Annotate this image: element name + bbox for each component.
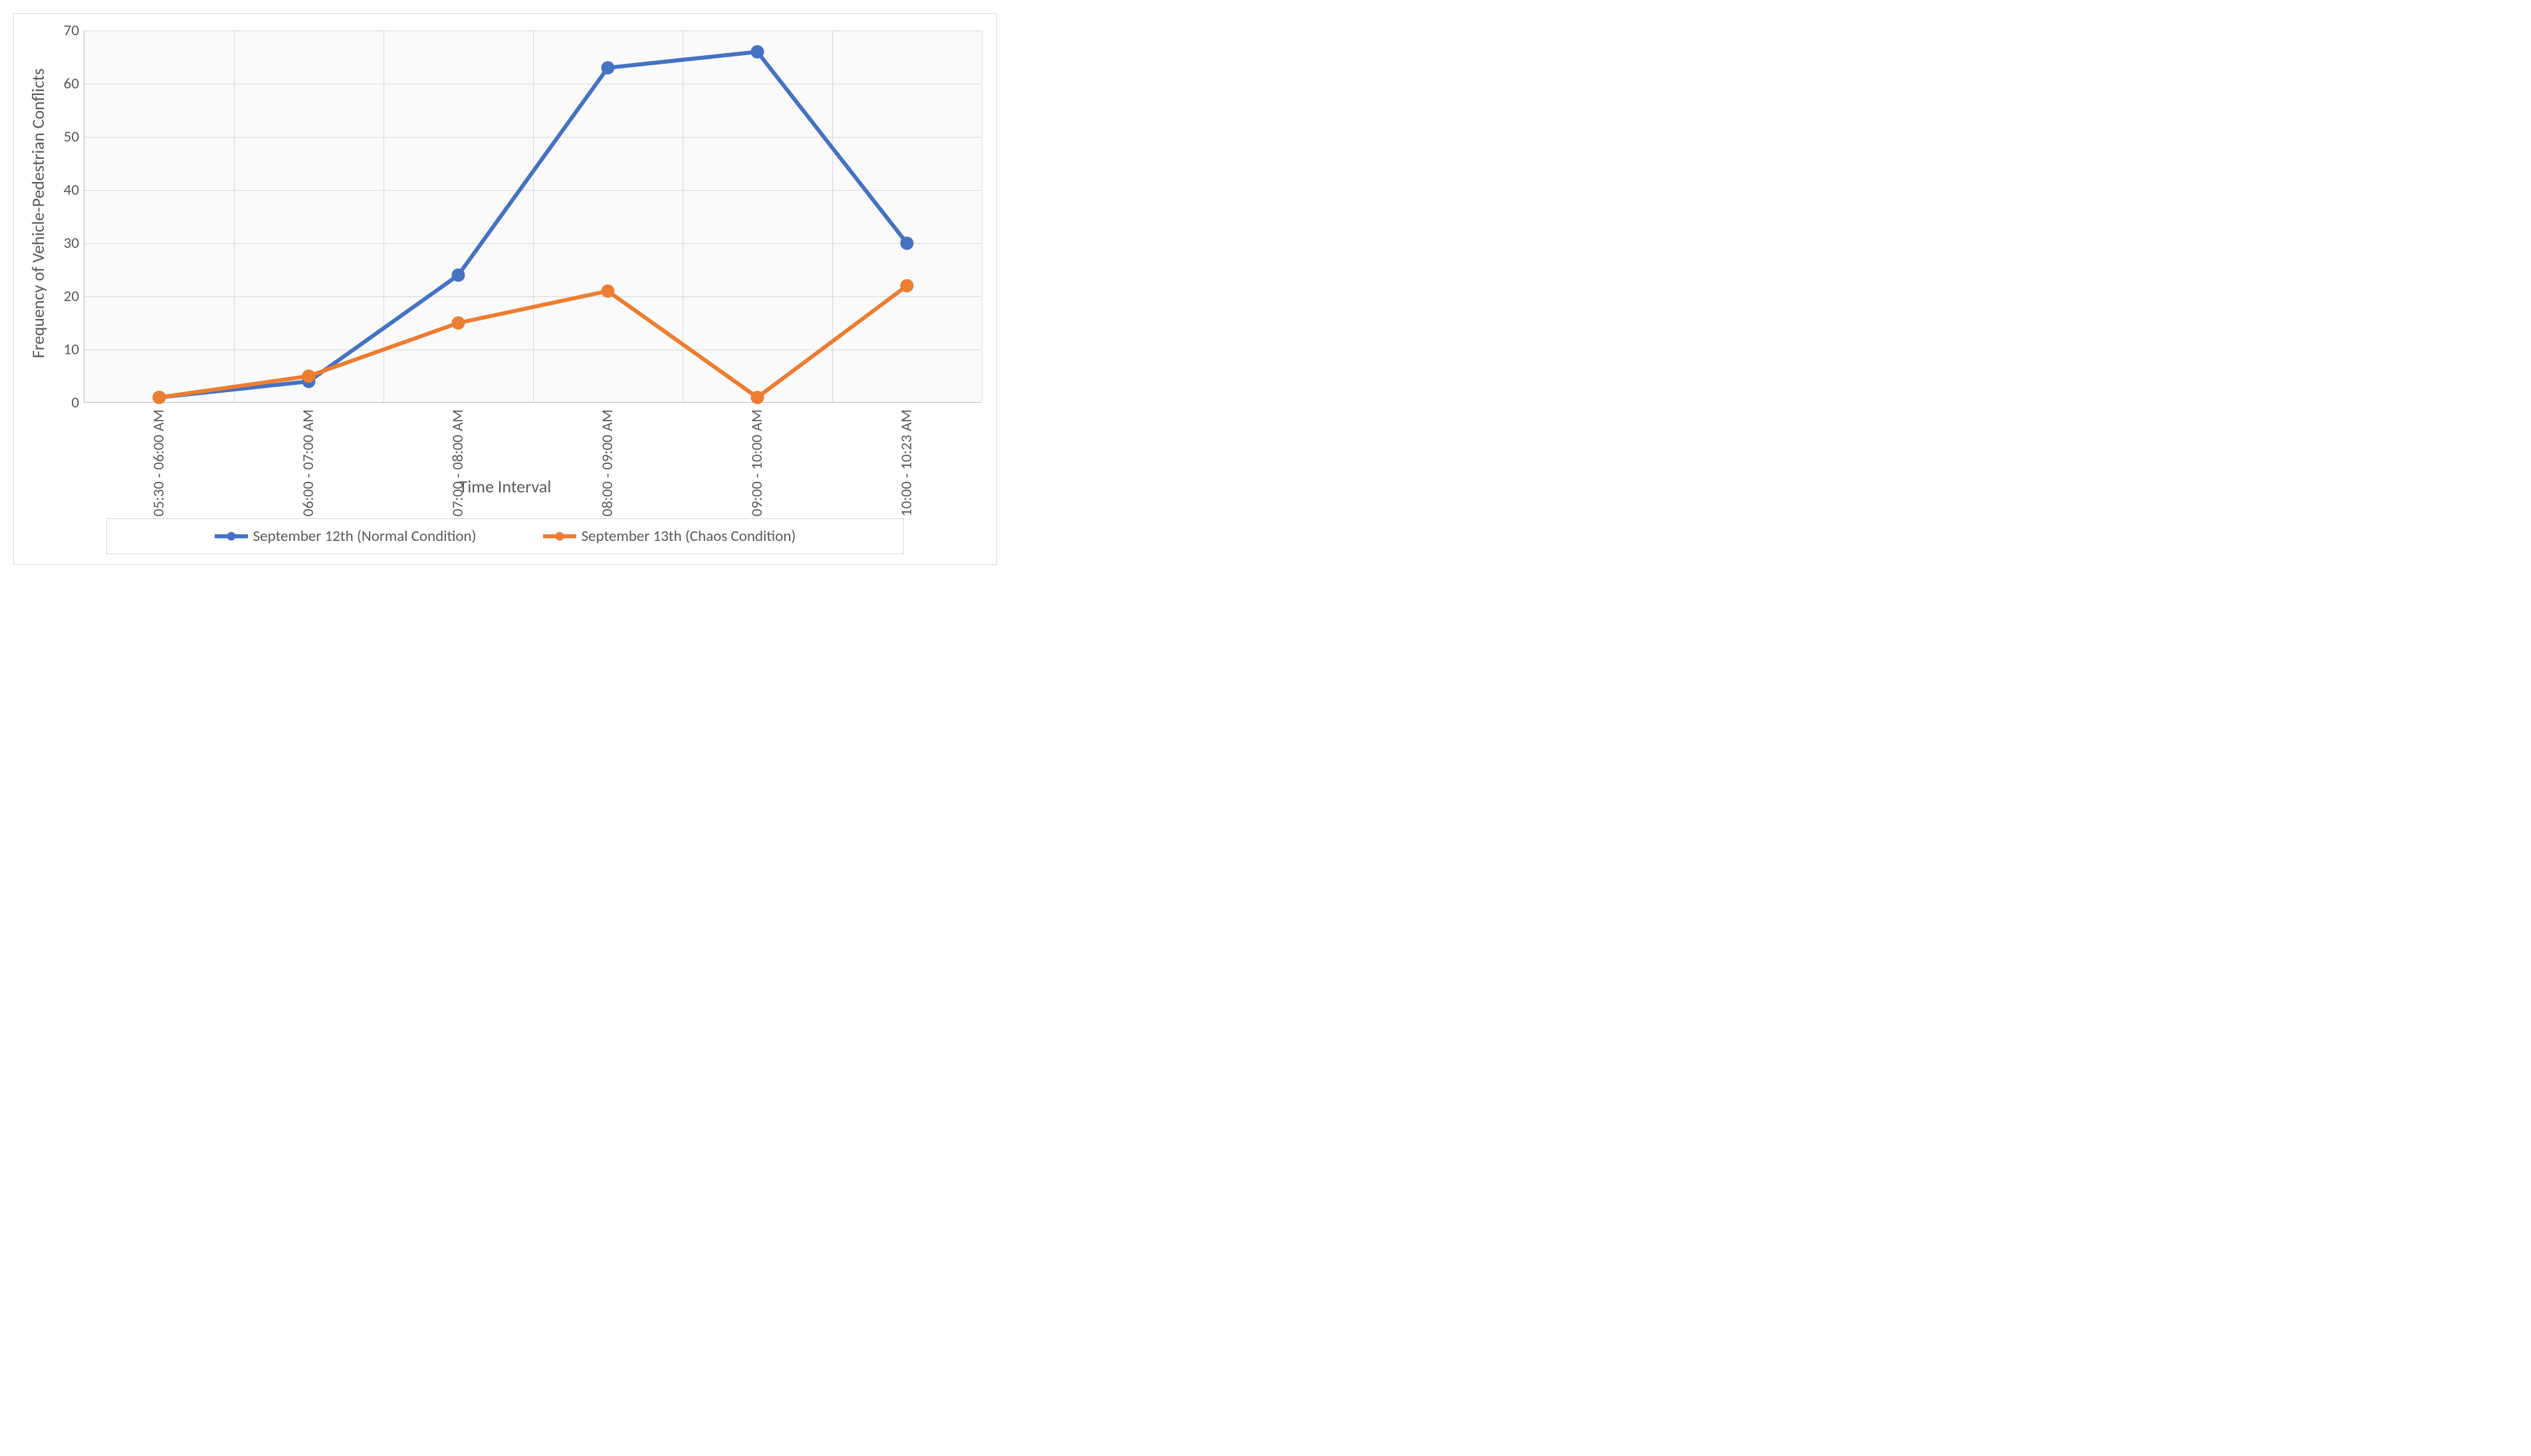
- y-tick-label: 70: [46, 21, 79, 40]
- legend: September 12th (Normal Condition) Septemb…: [106, 518, 904, 554]
- plot-area: [84, 31, 981, 403]
- x-tick-label: 07:00 - 08:00 AM: [449, 409, 467, 516]
- y-tick-label: 40: [46, 181, 79, 199]
- y-tick-label: 60: [46, 74, 79, 93]
- series-marker: [751, 391, 764, 404]
- legend-item: September 12th (Normal Condition): [215, 527, 477, 546]
- series-marker: [901, 237, 914, 250]
- legend-label: September 13th (Chaos Condition): [582, 527, 796, 546]
- chart-lines-svg: [84, 31, 981, 402]
- y-axis-label: Frequency of Vehicle-Pedestrian Conflict…: [27, 68, 49, 358]
- y-tick-label: 10: [46, 340, 79, 359]
- y-tick-label: 0: [46, 393, 79, 412]
- series-marker: [452, 316, 465, 330]
- series-marker: [602, 61, 615, 74]
- legend-dot-icon: [555, 532, 564, 541]
- series-marker: [901, 279, 914, 292]
- series-marker: [452, 268, 465, 282]
- series-line: [160, 52, 907, 397]
- y-tick-label: 20: [46, 287, 79, 306]
- x-tick-label: 05:30 - 06:00 AM: [150, 409, 168, 516]
- chart-container: 0 10 20 30 40 50 60 70 05:30 - 06:00 AM 06:00 - …: [13, 13, 997, 565]
- x-tick-label: 10:00 - 10:23 AM: [897, 409, 916, 516]
- x-tick-label: 08:00 - 09:00 AM: [598, 409, 617, 516]
- legend-dot-icon: [227, 532, 235, 541]
- series-marker: [302, 369, 316, 383]
- legend-item: September 13th (Chaos Condition): [543, 527, 796, 546]
- series-marker: [602, 284, 615, 298]
- legend-label: September 12th (Normal Condition): [253, 527, 477, 546]
- y-tick-label: 30: [46, 234, 79, 253]
- x-tick-label: 06:00 - 07:00 AM: [299, 409, 318, 516]
- legend-marker-icon: [543, 534, 576, 538]
- legend-marker-icon: [215, 534, 248, 538]
- series-marker: [153, 391, 166, 404]
- series-marker: [751, 45, 764, 58]
- x-tick-label: 09:00 - 10:00 AM: [748, 409, 766, 516]
- x-axis-label: Time Interval: [459, 476, 552, 497]
- y-tick-label: 50: [46, 128, 79, 146]
- series-line: [160, 286, 907, 397]
